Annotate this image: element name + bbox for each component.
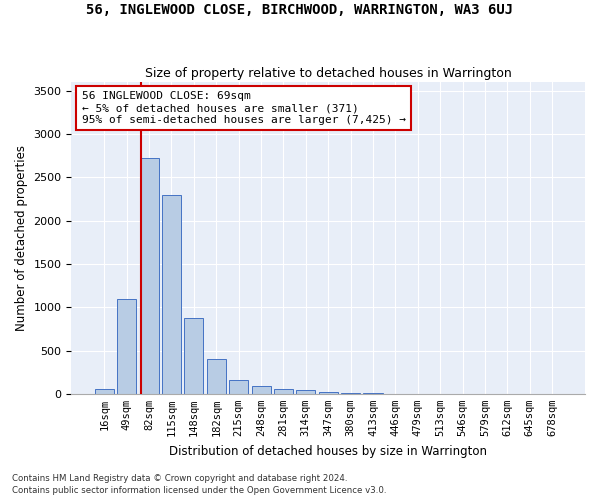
- Bar: [296, 390, 316, 394]
- Bar: [117, 300, 136, 394]
- Y-axis label: Number of detached properties: Number of detached properties: [15, 145, 28, 331]
- Bar: [341, 393, 360, 394]
- Bar: [229, 380, 248, 394]
- X-axis label: Distribution of detached houses by size in Warrington: Distribution of detached houses by size …: [169, 444, 487, 458]
- Text: 56, INGLEWOOD CLOSE, BIRCHWOOD, WARRINGTON, WA3 6UJ: 56, INGLEWOOD CLOSE, BIRCHWOOD, WARRINGT…: [86, 2, 514, 16]
- Bar: [95, 390, 114, 394]
- Text: Contains HM Land Registry data © Crown copyright and database right 2024.
Contai: Contains HM Land Registry data © Crown c…: [12, 474, 386, 495]
- Bar: [274, 389, 293, 394]
- Bar: [184, 318, 203, 394]
- Bar: [162, 196, 181, 394]
- Bar: [207, 359, 226, 394]
- Bar: [251, 386, 271, 394]
- Title: Size of property relative to detached houses in Warrington: Size of property relative to detached ho…: [145, 66, 512, 80]
- Bar: [319, 392, 338, 394]
- Bar: [140, 158, 158, 394]
- Text: 56 INGLEWOOD CLOSE: 69sqm
← 5% of detached houses are smaller (371)
95% of semi-: 56 INGLEWOOD CLOSE: 69sqm ← 5% of detach…: [82, 92, 406, 124]
